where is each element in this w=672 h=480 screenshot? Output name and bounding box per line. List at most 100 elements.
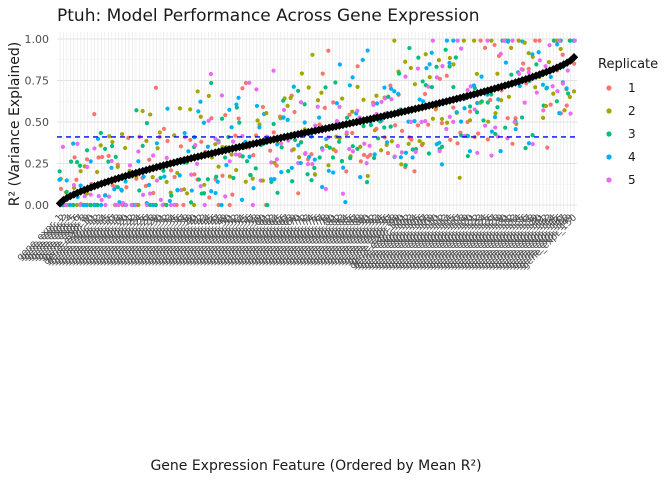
replicate-point <box>68 202 73 208</box>
replicate-point <box>465 134 471 139</box>
replicate-point <box>158 197 163 203</box>
mean-marker <box>500 81 510 90</box>
replicate-point <box>522 40 527 45</box>
replicate-point <box>362 141 367 146</box>
replicate-point <box>285 103 290 108</box>
replicate-point <box>371 102 376 107</box>
replicate-point <box>189 188 194 193</box>
replicate-point <box>150 175 155 180</box>
replicate-point <box>439 116 445 122</box>
replicate-point <box>457 175 462 180</box>
replicate-point <box>278 141 284 146</box>
replicate-point <box>129 202 134 208</box>
mean-marker <box>556 61 565 71</box>
replicate-point <box>286 169 291 174</box>
replicate-point <box>382 85 387 90</box>
replicate-point <box>519 67 524 72</box>
replicate-point <box>315 104 320 109</box>
mean-marker <box>545 66 555 75</box>
replicate-point <box>172 174 177 180</box>
replicate-point <box>253 166 258 171</box>
mean-marker <box>59 195 68 205</box>
y-tick-label: 0.75 <box>25 75 50 88</box>
replicate-point <box>112 187 117 192</box>
replicate-point <box>154 178 159 183</box>
replicate-point <box>489 129 494 134</box>
legend-key-4 <box>606 154 612 160</box>
replicate-point <box>526 70 531 75</box>
replicate-point <box>499 98 504 103</box>
replicate-point <box>268 148 273 153</box>
replicate-point <box>306 85 311 90</box>
replicate-point <box>199 139 204 144</box>
replicate-point <box>485 137 490 142</box>
replicate-point <box>109 158 114 164</box>
replicate-point <box>440 64 445 69</box>
replicate-point <box>202 182 207 187</box>
replicate-point <box>567 94 572 100</box>
replicate-point <box>415 66 421 71</box>
replicate-point <box>557 38 562 43</box>
replicate-point <box>193 142 198 148</box>
replicate-point <box>298 160 303 166</box>
replicate-point <box>344 169 349 174</box>
replicate-point <box>334 118 340 124</box>
replicate-point <box>213 136 218 141</box>
replicate-point <box>389 139 394 144</box>
replicate-point <box>215 179 220 184</box>
legend-title: Replicate <box>598 57 658 72</box>
replicate-point <box>340 191 346 196</box>
mean-marker <box>117 172 127 182</box>
replicate-point <box>92 146 97 151</box>
replicate-point <box>509 72 514 77</box>
replicate-point <box>165 138 170 144</box>
replicate-point <box>408 65 413 71</box>
replicate-point <box>426 84 431 89</box>
legend-label-4: 4 <box>628 150 636 164</box>
y-axis-label: R² (Variance Explained) <box>7 42 23 206</box>
mean-marker <box>455 93 465 103</box>
replicate-point <box>107 134 112 139</box>
replicate-point <box>168 168 174 173</box>
legend: Replicate 1 2 3 4 5 <box>598 57 658 187</box>
replicate-point <box>164 179 169 185</box>
y-tick-label: 0.25 <box>25 158 50 171</box>
replicate-point <box>382 125 387 130</box>
mean-marker <box>255 138 265 147</box>
replicate-point <box>160 202 165 208</box>
replicate-point <box>281 115 286 120</box>
replicate-point <box>537 58 542 63</box>
replicate-point <box>429 50 434 55</box>
replicate-point <box>81 202 87 208</box>
replicate-point <box>403 150 409 155</box>
mean-series <box>55 53 579 208</box>
replicate-point <box>513 126 518 132</box>
replicate-point <box>312 172 318 177</box>
replicate-point <box>98 130 103 136</box>
replicate-point <box>144 121 150 126</box>
replicate-point <box>475 150 480 156</box>
mean-marker <box>107 176 116 185</box>
replicate-point <box>102 146 108 151</box>
replicate-point <box>474 110 480 115</box>
replicate-point <box>417 138 422 144</box>
mean-marker <box>566 56 575 65</box>
replicate-point <box>544 85 550 90</box>
replicate-point <box>541 108 546 113</box>
replicate-point <box>109 165 114 170</box>
replicate-point <box>572 38 577 43</box>
replicate-point <box>488 97 493 103</box>
replicate-point <box>523 146 528 151</box>
replicate-point <box>468 109 473 114</box>
replicate-point <box>237 120 242 125</box>
replicate-point <box>368 152 373 157</box>
replicate-point <box>234 167 239 173</box>
replicate-point <box>467 149 472 154</box>
replicate-point <box>178 144 184 149</box>
replicate-point <box>88 202 93 208</box>
replicate-point <box>364 161 369 166</box>
mean-marker <box>514 77 524 86</box>
replicate-point <box>489 153 494 158</box>
replicate-point <box>233 133 238 138</box>
mean-marker <box>418 103 427 112</box>
